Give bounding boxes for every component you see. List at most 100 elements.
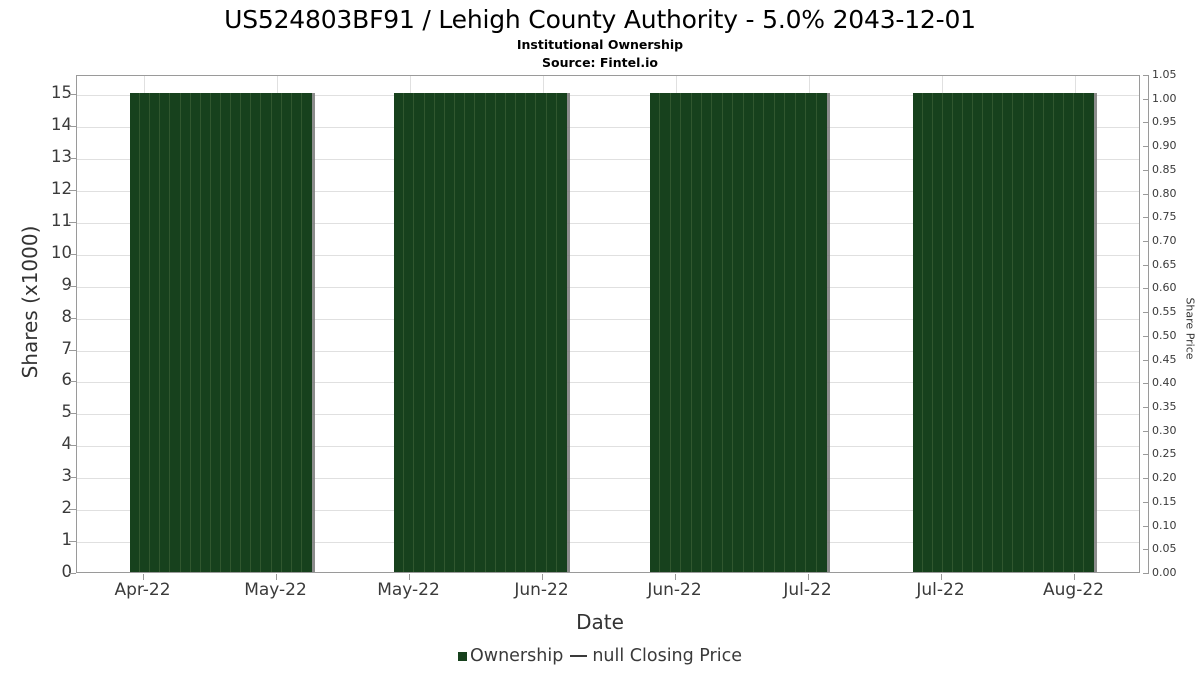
bar[interactable] (414, 93, 425, 572)
y-axis-left-tick-mark (69, 381, 76, 382)
legend-item-closing-price[interactable]: null Closing Price (563, 646, 742, 666)
bar[interactable] (180, 93, 191, 572)
bar[interactable] (485, 93, 496, 572)
bar[interactable] (1013, 93, 1024, 572)
bar[interactable] (404, 93, 415, 572)
bar[interactable] (424, 93, 435, 572)
bar[interactable] (455, 93, 466, 572)
gridline-horizontal (77, 95, 1139, 96)
bar-group[interactable] (650, 93, 827, 572)
bar[interactable] (722, 93, 734, 572)
bar[interactable] (160, 93, 171, 572)
bar[interactable] (712, 93, 723, 572)
x-axis-tick-label: May-22 (244, 580, 307, 600)
bar[interactable] (806, 93, 817, 572)
bar[interactable] (660, 93, 671, 572)
bar[interactable] (953, 93, 964, 572)
bar[interactable] (1043, 93, 1054, 572)
bar[interactable] (1083, 93, 1094, 572)
bar[interactable] (743, 93, 755, 572)
bar[interactable] (505, 93, 517, 572)
bar[interactable] (251, 93, 262, 572)
x-axis-tick-label: Jul-22 (783, 580, 832, 600)
bar[interactable] (1023, 93, 1034, 572)
bar[interactable] (241, 93, 252, 572)
bar[interactable] (150, 93, 161, 572)
bar[interactable] (764, 93, 775, 572)
bar[interactable] (1063, 93, 1074, 572)
bar[interactable] (973, 93, 984, 572)
bar[interactable] (434, 93, 445, 572)
bar[interactable] (795, 93, 807, 572)
bar[interactable] (1033, 93, 1044, 572)
bar[interactable] (291, 93, 302, 572)
y-axis-left-tick-label: 6 (61, 370, 73, 390)
bar[interactable] (495, 93, 506, 572)
bar[interactable] (913, 93, 924, 572)
y-axis-right-tick-mark (1143, 407, 1149, 408)
bar[interactable] (943, 93, 954, 572)
bar[interactable] (933, 93, 944, 572)
y-axis-left-tick-mark (69, 509, 76, 510)
bar-group[interactable] (130, 93, 312, 572)
bar-group[interactable] (913, 93, 1094, 572)
bar[interactable] (200, 93, 211, 572)
bar[interactable] (556, 93, 567, 572)
bar[interactable] (220, 93, 232, 572)
bar[interactable] (190, 93, 201, 572)
y-axis-left-tick-label: 12 (51, 178, 72, 198)
y-axis-right-tick-label: 0.35 (1152, 400, 1177, 413)
bar[interactable] (465, 93, 476, 572)
bar[interactable] (963, 93, 974, 572)
y-axis-left-tick-label: 14 (51, 115, 72, 135)
y-axis-left-tick-mark (69, 254, 76, 255)
y-axis-right-tick-mark (1143, 526, 1149, 527)
bar[interactable] (546, 93, 557, 572)
bar[interactable] (394, 93, 405, 572)
bar[interactable] (444, 93, 456, 572)
bar[interactable] (816, 93, 827, 572)
bar[interactable] (754, 93, 765, 572)
bar[interactable] (681, 93, 692, 572)
bar[interactable] (733, 93, 744, 572)
y-axis-right-tick-mark (1143, 194, 1149, 195)
bar[interactable] (1073, 93, 1084, 572)
y-axis-left-tick-label: 2 (61, 498, 73, 518)
bar[interactable] (170, 93, 181, 572)
y-axis-left-title: Shares (x1000) (18, 225, 42, 379)
bar[interactable] (670, 93, 682, 572)
y-axis-left-tick-mark (69, 413, 76, 414)
y-axis-left-tick-mark (69, 126, 76, 127)
bar[interactable] (140, 93, 151, 572)
y-axis-right-tick-mark (1143, 383, 1149, 384)
bar[interactable] (526, 93, 537, 572)
bar[interactable] (210, 93, 221, 572)
bar[interactable] (516, 93, 527, 572)
legend-item-ownership[interactable]: Ownership (457, 646, 563, 666)
bar[interactable] (536, 93, 547, 572)
bar[interactable] (983, 93, 994, 572)
bar[interactable] (1003, 93, 1014, 572)
bar[interactable] (691, 93, 703, 572)
bar[interactable] (231, 93, 242, 572)
bar[interactable] (130, 93, 141, 572)
y-axis-right-tick-label: 0.40 (1152, 376, 1177, 390)
x-axis-tick-label: Aug-22 (1043, 580, 1104, 600)
gridline-horizontal (77, 446, 1139, 447)
bar[interactable] (993, 93, 1004, 572)
bar[interactable] (1053, 93, 1064, 572)
bar[interactable] (301, 93, 312, 572)
y-axis-right-tick-label: 0.00 (1152, 566, 1177, 579)
bar[interactable] (281, 93, 292, 572)
bar[interactable] (475, 93, 486, 572)
bar-group[interactable] (394, 93, 567, 572)
bar[interactable] (923, 93, 934, 572)
gridline-horizontal (77, 159, 1139, 160)
bar[interactable] (702, 93, 713, 572)
bar[interactable] (774, 93, 786, 572)
gridline-horizontal (77, 255, 1139, 256)
bar[interactable] (785, 93, 796, 572)
bar[interactable] (261, 93, 272, 572)
bar[interactable] (650, 93, 661, 572)
bar[interactable] (271, 93, 282, 572)
